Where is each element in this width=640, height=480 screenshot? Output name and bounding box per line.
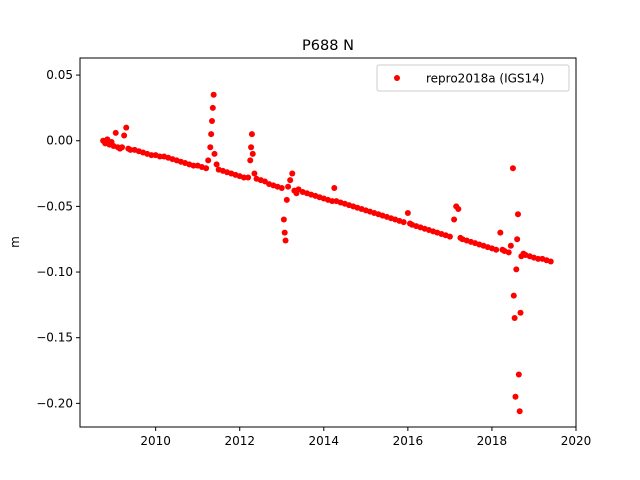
data-point bbox=[208, 131, 215, 138]
x-tick-label: 2012 bbox=[224, 434, 255, 448]
data-point bbox=[148, 152, 155, 159]
data-point bbox=[278, 185, 285, 192]
data-point bbox=[404, 209, 411, 216]
chart-title: P688 N bbox=[302, 38, 354, 54]
data-point bbox=[507, 242, 514, 249]
x-tick-label: 2018 bbox=[477, 434, 508, 448]
data-point bbox=[535, 255, 542, 262]
data-point bbox=[289, 170, 296, 177]
data-point bbox=[247, 157, 254, 164]
data-point bbox=[493, 246, 500, 253]
data-point bbox=[248, 131, 255, 138]
data-point bbox=[515, 371, 522, 378]
legend: repro2018a (IGS14) bbox=[376, 64, 570, 92]
data-point bbox=[209, 104, 216, 111]
data-point bbox=[249, 150, 256, 157]
x-tick-label: 2010 bbox=[140, 434, 171, 448]
data-point bbox=[121, 132, 128, 139]
axes-frame bbox=[79, 57, 577, 428]
data-point bbox=[514, 236, 521, 243]
x-axis: 2010 2012 2014 2016 2018 2020 bbox=[140, 427, 591, 448]
data-point bbox=[517, 309, 524, 316]
data-point bbox=[240, 174, 247, 181]
data-point bbox=[400, 219, 407, 226]
data-point bbox=[283, 196, 290, 203]
data-point bbox=[127, 146, 134, 153]
data-point bbox=[451, 216, 458, 223]
data-point bbox=[282, 237, 289, 244]
data-point bbox=[210, 91, 217, 98]
data-point bbox=[280, 216, 287, 223]
data-point bbox=[509, 165, 516, 172]
x-tick-label: 2014 bbox=[309, 434, 340, 448]
x-tick-label: 2020 bbox=[561, 434, 592, 448]
y-tick-label: −0.20 bbox=[36, 396, 73, 410]
data-point bbox=[505, 249, 512, 256]
data-point bbox=[248, 144, 255, 151]
y-tick-label: 0.05 bbox=[46, 68, 73, 82]
y-axis: 0.05 0.00 −0.05 −0.10 −0.15 −0.20 bbox=[36, 68, 80, 410]
data-point bbox=[190, 162, 197, 169]
legend-box bbox=[376, 64, 570, 92]
y-axis-label: m bbox=[8, 236, 22, 248]
data-point bbox=[514, 211, 521, 218]
legend-entry-label: repro2018a (IGS14) bbox=[426, 72, 544, 86]
data-point bbox=[516, 408, 523, 415]
data-point bbox=[205, 157, 212, 164]
data-point bbox=[203, 165, 210, 172]
data-point bbox=[123, 124, 130, 131]
data-point bbox=[281, 229, 288, 236]
data-point bbox=[119, 144, 126, 151]
data-point bbox=[211, 150, 218, 157]
data-point bbox=[510, 292, 517, 299]
data-point bbox=[213, 161, 220, 168]
data-point bbox=[511, 315, 518, 322]
data-point bbox=[329, 198, 336, 205]
data-point bbox=[112, 129, 119, 136]
x-tick-label: 2016 bbox=[393, 434, 424, 448]
data-point bbox=[208, 118, 215, 125]
data-point bbox=[497, 229, 504, 236]
data-point bbox=[251, 170, 258, 177]
data-point bbox=[207, 144, 214, 151]
data-point bbox=[513, 266, 520, 273]
data-point bbox=[547, 258, 554, 265]
y-tick-label: −0.05 bbox=[36, 199, 73, 213]
data-point bbox=[285, 183, 292, 190]
data-point bbox=[512, 393, 519, 400]
data-point bbox=[455, 206, 462, 213]
y-tick-label: −0.15 bbox=[36, 331, 73, 345]
data-point bbox=[156, 153, 163, 160]
plot-layer bbox=[100, 91, 554, 415]
data-point bbox=[331, 185, 338, 192]
data-point bbox=[245, 174, 252, 181]
data-point bbox=[287, 177, 294, 184]
y-tick-label: −0.10 bbox=[36, 265, 73, 279]
legend-marker bbox=[394, 75, 400, 81]
data-point bbox=[446, 233, 453, 240]
y-tick-label: 0.00 bbox=[46, 134, 73, 148]
